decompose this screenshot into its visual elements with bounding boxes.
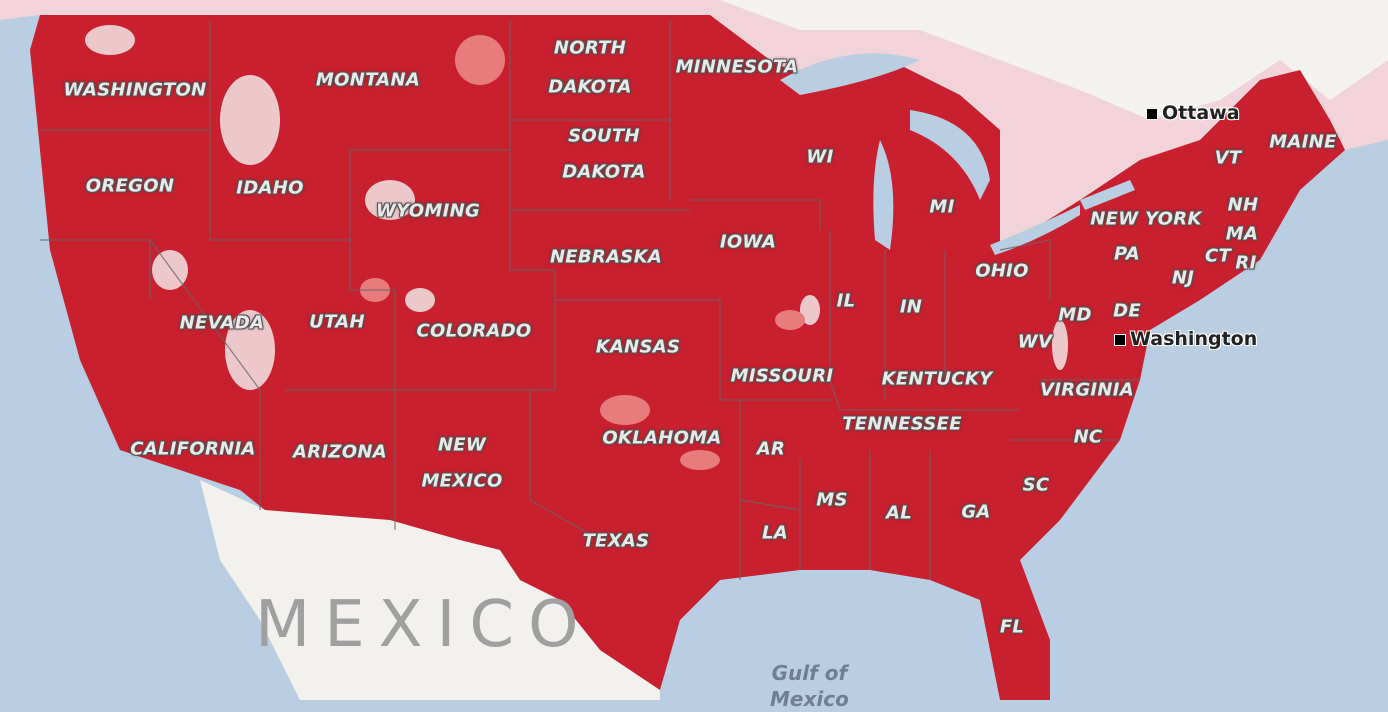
state-label-al: AL xyxy=(885,502,913,524)
state-label-montana: MONTANA xyxy=(315,69,421,91)
state-label-oklahoma: OKLAHOMA xyxy=(602,427,722,449)
state-label-wv: WV xyxy=(1017,331,1053,353)
state-label-ar: AR xyxy=(756,438,786,460)
state-label-washington: WASHINGTON xyxy=(63,79,207,101)
state-label-mi: MI xyxy=(929,196,955,218)
state-label-idaho: IDAHO xyxy=(236,177,304,199)
state-label-pa: PA xyxy=(1113,243,1141,265)
state-label-california: CALIFORNIA xyxy=(130,438,256,460)
great-lakes xyxy=(780,53,1135,255)
state-label-oregon: OREGON xyxy=(85,175,175,197)
state-label-wyoming: WYOMING xyxy=(375,200,481,222)
state-label-ohio: OHIO xyxy=(975,260,1029,282)
state-label-mexico-state: MEXICO xyxy=(421,470,503,492)
city-marker-icon xyxy=(1114,333,1126,346)
state-label-new: NEW xyxy=(437,434,487,456)
state-label-utah: UTAH xyxy=(309,311,365,333)
state-label-nh: NH xyxy=(1227,194,1259,216)
state-label-nj: NJ xyxy=(1171,267,1195,289)
state-label-ga: GA xyxy=(961,501,991,523)
state-borders xyxy=(40,20,1140,580)
city-washington[interactable]: Washington xyxy=(1114,328,1257,350)
state-label-nebraska: NEBRASKA xyxy=(549,246,663,268)
state-label-tennessee: TENNESSEE xyxy=(842,413,962,435)
state-label-minnesota: MINNESOTA xyxy=(675,56,799,78)
state-label-nc: NC xyxy=(1073,426,1103,448)
state-label-south: SOUTH xyxy=(568,125,640,147)
state-label-dakota-south: DAKOTA xyxy=(562,161,646,183)
state-label-ms: MS xyxy=(816,489,848,511)
state-label-vt: VT xyxy=(1214,147,1242,169)
partial-coverage xyxy=(360,35,805,470)
state-label-kentucky: KENTUCKY xyxy=(881,368,993,390)
state-label-fl: FL xyxy=(999,616,1025,638)
state-label-ma: MA xyxy=(1225,223,1259,245)
state-label-kansas: KANSAS xyxy=(595,336,681,358)
city-ottawa[interactable]: Ottawa xyxy=(1146,102,1240,124)
state-label-iowa: IOWA xyxy=(719,231,777,253)
state-label-la: LA xyxy=(761,522,789,544)
state-label-new-york: NEW YORK xyxy=(1090,208,1202,230)
state-label-texas: TEXAS xyxy=(582,530,650,552)
state-label-md: MD xyxy=(1058,304,1092,326)
state-label-dakota-north: DAKOTA xyxy=(548,76,632,98)
state-label-de: DE xyxy=(1113,300,1141,322)
us-coverage xyxy=(30,15,1345,700)
mexico-land xyxy=(200,480,660,700)
canada-white-areas xyxy=(720,0,1388,120)
country-label-mexico: MEXICO xyxy=(255,588,593,662)
state-label-nevada: NEVADA xyxy=(179,312,265,334)
state-label-ct: CT xyxy=(1204,245,1232,267)
state-label-in: IN xyxy=(899,296,923,318)
water-label-line1: Gulf of xyxy=(771,661,848,685)
state-label-il: IL xyxy=(836,290,856,312)
state-label-sc: SC xyxy=(1022,474,1050,496)
state-label-wi: WI xyxy=(806,146,834,168)
city-label: Ottawa xyxy=(1162,102,1240,124)
state-label-ri: RI xyxy=(1235,252,1257,274)
state-label-virginia: VIRGINIA xyxy=(1039,379,1135,401)
city-label: Washington xyxy=(1130,328,1258,350)
water-label-gulf: Gulf of Mexico xyxy=(770,660,849,712)
state-label-north: NORTH xyxy=(553,37,627,59)
water-label-line2: Mexico xyxy=(770,687,849,711)
state-label-maine: MAINE xyxy=(1269,131,1337,153)
state-label-missouri: MISSOURI xyxy=(730,365,834,387)
coverage-gaps xyxy=(85,25,1068,390)
state-label-arizona: ARIZONA xyxy=(293,441,387,463)
city-marker-icon xyxy=(1146,107,1158,120)
state-label-colorado: COLORADO xyxy=(416,320,532,342)
